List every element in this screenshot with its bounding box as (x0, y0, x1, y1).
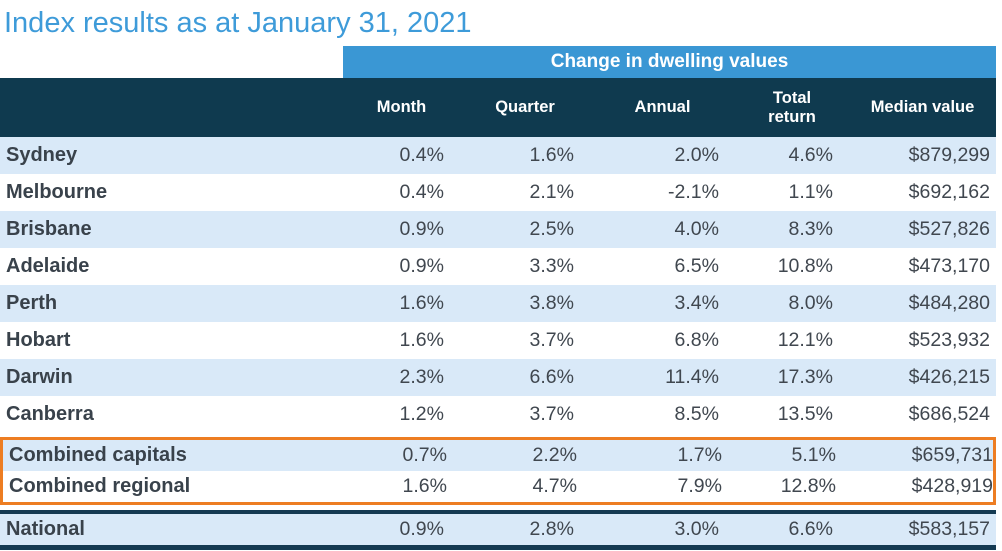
column-header-total-return-label: Total return (768, 88, 816, 126)
cell-month: 0.9% (399, 518, 444, 540)
table-row: Hobart 1.6% 3.7% 6.8% 12.1% $523,932 (0, 322, 996, 359)
cell-annual: 8.5% (674, 403, 719, 425)
cell-quarter: 6.6% (529, 366, 574, 388)
cell-annual: 11.4% (665, 366, 719, 388)
table-row: Combined regional 1.6% 4.7% 7.9% 12.8% $428,9… (3, 471, 993, 502)
cell-total-return: 6.6% (788, 518, 833, 540)
cell-total-return: 1.1% (788, 181, 833, 203)
cell-total-return: 5.1% (791, 444, 836, 466)
cell-median-value: $484,280 (908, 292, 990, 314)
cell-median-value: $428,919 (911, 475, 993, 497)
cell-month: 0.4% (399, 144, 444, 166)
cell-month: 0.7% (402, 444, 447, 466)
row-label: Melbourne (6, 181, 108, 203)
cell-quarter: 2.1% (529, 181, 574, 203)
cell-median-value: $692,162 (908, 181, 990, 203)
cell-annual: 2.0% (674, 144, 719, 166)
cell-total-return: 4.6% (788, 144, 833, 166)
cell-annual: -2.1% (668, 181, 719, 203)
table-row: National 0.9% 2.8% 3.0% 6.6% $583,157 (0, 514, 996, 545)
cell-month: 0.9% (399, 218, 444, 240)
table-row: Brisbane 0.9% 2.5% 4.0% 8.3% $527,826 (0, 211, 996, 248)
cell-total-return: 17.3% (777, 366, 833, 388)
cell-annual: 6.5% (674, 255, 719, 277)
column-header-total-return: Total return (735, 89, 849, 127)
cell-annual: 3.4% (674, 292, 719, 314)
cell-total-return: 12.1% (777, 329, 833, 351)
table-row: Canberra 1.2% 3.7% 8.5% 13.5% $686,524 (0, 396, 996, 433)
group-header-change-in-dwelling-values: Change in dwelling values (343, 46, 996, 78)
cell-quarter: 1.6% (529, 144, 574, 166)
row-label: Sydney (6, 144, 78, 166)
page-title: Index results as at January 31, 2021 (4, 7, 472, 39)
table-row: Combined capitals 0.7% 2.2% 1.7% 5.1% $659,73… (3, 440, 993, 471)
cell-annual: 1.7% (677, 444, 722, 466)
cell-total-return: 8.0% (788, 292, 833, 314)
cell-quarter: 2.5% (529, 218, 574, 240)
table-row: Sydney 0.4% 1.6% 2.0% 4.6% $879,299 (0, 137, 996, 174)
cell-total-return: 8.3% (788, 218, 833, 240)
cell-quarter: 4.7% (532, 475, 577, 497)
cell-month: 1.6% (399, 292, 444, 314)
table-row: Melbourne 0.4% 2.1% -2.1% 1.1% $692,162 (0, 174, 996, 211)
cell-quarter: 3.7% (529, 403, 574, 425)
cell-quarter: 3.8% (529, 292, 574, 314)
column-header-month: Month (376, 98, 427, 117)
table-row: Perth 1.6% 3.8% 3.4% 8.0% $484,280 (0, 285, 996, 322)
table-header-row: Month Quarter Annual Total return Median… (0, 78, 996, 137)
cell-annual: 4.0% (674, 218, 719, 240)
row-label: Hobart (6, 329, 71, 351)
row-label: Brisbane (6, 218, 92, 240)
cell-month: 1.6% (399, 329, 444, 351)
cell-month: 1.6% (402, 475, 447, 497)
row-label: Darwin (6, 366, 73, 388)
row-label: Canberra (6, 403, 94, 425)
cell-annual: 3.0% (674, 518, 719, 540)
cell-month: 0.9% (399, 255, 444, 277)
national-section: National 0.9% 2.8% 3.0% 6.6% $583,157 (0, 510, 996, 550)
cell-median-value: $879,299 (908, 144, 990, 166)
group-header-row: Change in dwelling values (0, 46, 996, 78)
row-label: Combined regional (9, 475, 191, 497)
city-rows-section: Sydney 0.4% 1.6% 2.0% 4.6% $879,299 Melbourne 0… (0, 137, 996, 433)
cell-median-value: $527,826 (908, 218, 990, 240)
table-row: Darwin 2.3% 6.6% 11.4% 17.3% $426,215 (0, 359, 996, 396)
cell-median-value: $659,731 (911, 444, 993, 466)
column-header-annual: Annual (634, 98, 691, 117)
cell-median-value: $523,932 (908, 329, 990, 351)
row-label: Combined capitals (9, 444, 187, 466)
row-label: Perth (6, 292, 58, 314)
cell-quarter: 3.3% (529, 255, 574, 277)
cell-month: 2.3% (399, 366, 444, 388)
cell-median-value: $583,157 (908, 518, 990, 540)
cell-month: 0.4% (399, 181, 444, 203)
results-table: Change in dwelling values Month Quarter … (0, 46, 996, 550)
cell-total-return: 10.8% (777, 255, 833, 277)
cell-total-return: 12.8% (780, 475, 836, 497)
cell-annual: 7.9% (677, 475, 722, 497)
cell-median-value: $686,524 (908, 403, 990, 425)
cell-total-return: 13.5% (777, 403, 833, 425)
cell-annual: 6.8% (674, 329, 719, 351)
row-label: National (6, 518, 85, 540)
cell-month: 1.2% (399, 403, 444, 425)
column-header-quarter: Quarter (495, 98, 555, 117)
combined-highlight-box: Combined capitals 0.7% 2.2% 1.7% 5.1% $659,73… (0, 437, 996, 505)
cell-median-value: $426,215 (908, 366, 990, 388)
cell-quarter: 3.7% (529, 329, 574, 351)
cell-median-value: $473,170 (908, 255, 990, 277)
row-label: Adelaide (6, 255, 90, 277)
table-row: Adelaide 0.9% 3.3% 6.5% 10.8% $473,170 (0, 248, 996, 285)
column-header-median-value: Median value (870, 98, 975, 117)
cell-quarter: 2.8% (529, 518, 574, 540)
cell-quarter: 2.2% (532, 444, 577, 466)
